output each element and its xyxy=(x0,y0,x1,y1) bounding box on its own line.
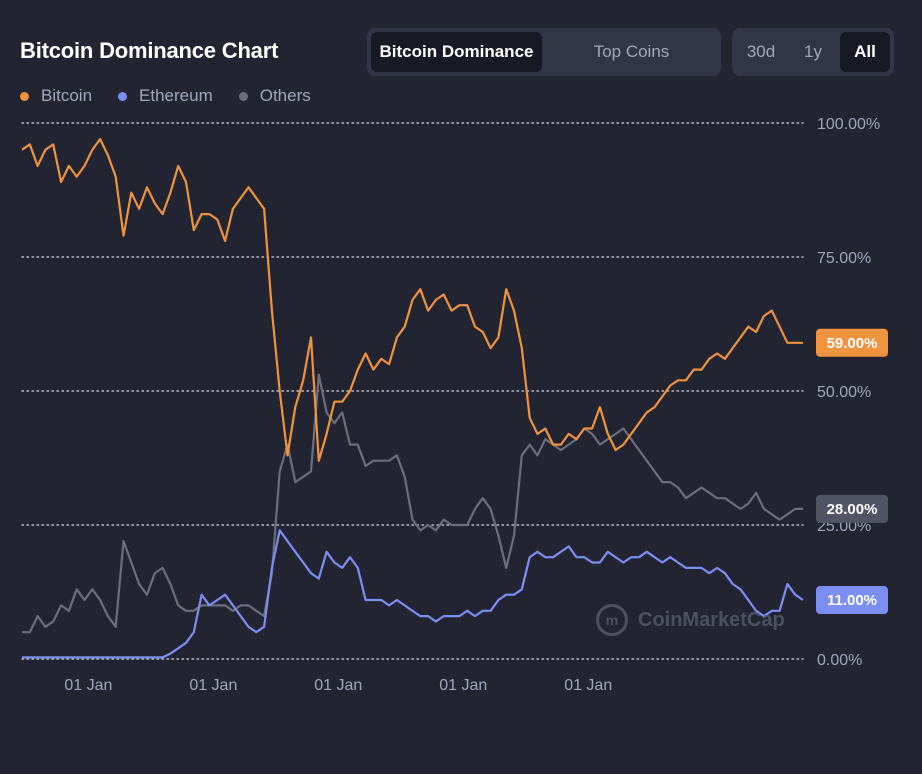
series-line-others xyxy=(22,373,803,634)
legend-item-bitcoin[interactable]: Bitcoin xyxy=(20,86,92,106)
x-tick-label: 01 Jan xyxy=(314,677,362,694)
legend-dot-others xyxy=(238,91,248,101)
y-tick-label: 75.00% xyxy=(817,250,871,267)
current-value-badge-1100 xyxy=(816,586,888,615)
series-line-ethereum xyxy=(22,529,804,659)
page-title: Bitcoin Dominance Chart xyxy=(20,38,279,63)
x-tick-label: 01 Jan xyxy=(189,677,237,694)
legend-label-bitcoin: Bitcoin xyxy=(41,86,93,105)
current-value-badge-5900-text: 59.00% xyxy=(827,335,878,352)
range-30d-button[interactable]: 30d xyxy=(746,42,776,61)
legend-dot-ethereum xyxy=(118,91,128,101)
current-value-badge-2800 xyxy=(816,494,888,523)
current-value-badge-1100-text: 11.00% xyxy=(827,592,877,609)
chart-legend: Bitcoin Ethereum Others xyxy=(20,86,311,106)
legend-item-ethereum[interactable]: Ethereum xyxy=(118,86,213,106)
y-tick-label: 0.00% xyxy=(817,652,862,669)
legend-label-ethereum: Ethereum xyxy=(139,86,213,105)
y-tick-label: 100.00% xyxy=(817,116,880,133)
current-value-badge-2800-text: 28.00% xyxy=(827,501,878,518)
series-line-bitcoin xyxy=(21,138,803,462)
watermark: m CoinMarketCap xyxy=(596,604,785,636)
x-tick-label: 01 Jan xyxy=(564,677,612,694)
x-tick-label: 01 Jan xyxy=(64,677,112,694)
current-value-badge-5900 xyxy=(816,328,888,357)
y-tick-label: 50.00% xyxy=(817,384,871,401)
watermark-text: CoinMarketCap xyxy=(638,608,785,631)
legend-item-others[interactable]: Others xyxy=(238,86,311,106)
legend-dot-bitcoin xyxy=(20,91,29,101)
coinmarketcap-logo-icon: m xyxy=(596,604,628,636)
tab-top-coins[interactable]: Top Coins xyxy=(593,42,670,61)
chart-type-tabs: Bitcoin Dominance Top Coins xyxy=(367,28,721,76)
range-all-button[interactable]: All xyxy=(840,32,890,72)
range-1y-button[interactable]: 1y xyxy=(804,42,822,61)
legend-label-others: Others xyxy=(259,86,311,105)
tab-bitcoin-dominance[interactable]: Bitcoin Dominance xyxy=(371,32,542,72)
time-range-selector: 30d 1y All xyxy=(732,28,894,76)
x-tick-label: 01 Jan xyxy=(439,677,487,694)
